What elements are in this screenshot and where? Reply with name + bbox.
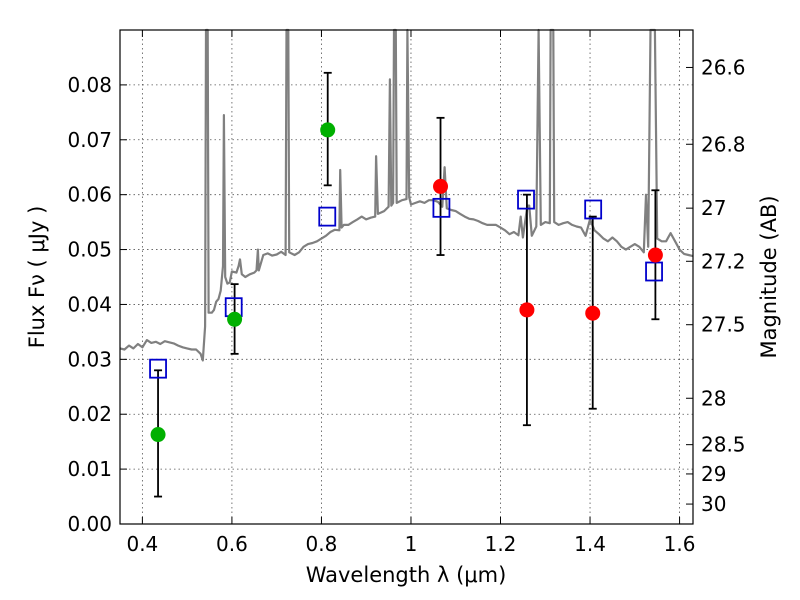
mag-tick-label: 26.8	[701, 132, 746, 156]
observed-point	[519, 302, 535, 318]
model-box	[584, 199, 603, 220]
y-tick-label: 0.05	[67, 238, 112, 262]
model-box	[149, 358, 167, 379]
x-tick-label: 1.2	[485, 532, 517, 556]
y-tick-label: 0.08	[67, 73, 112, 97]
observed-point	[585, 305, 601, 321]
model-photometry-boxes	[149, 189, 663, 379]
x-tick-label: 0.4	[126, 532, 158, 556]
x-tick-label: 1.6	[664, 532, 696, 556]
mag-tick-label: 27.2	[701, 249, 746, 273]
plot-frame	[119, 29, 694, 525]
y-tick-label: 0.02	[67, 402, 112, 426]
model-box	[432, 197, 451, 218]
observed-point	[150, 427, 166, 443]
mag-tick-label: 29	[701, 462, 726, 486]
y-axis-label-right: Magnitude (AB)	[757, 195, 781, 358]
observed-point	[647, 247, 663, 263]
x-tick-label: 0.8	[306, 532, 338, 556]
axis-ticks: 0.4 0.6 0.8 1 1.2 1.4 1.6 0.00 0.01 0.02 0.03 0.04 0…	[67, 30, 746, 556]
x-tick-label: 0.6	[216, 532, 248, 556]
model-box	[318, 206, 337, 227]
x-tick-label: 1.4	[574, 532, 606, 556]
observed-point	[320, 122, 336, 138]
mag-tick-label: 30	[701, 492, 726, 516]
model-box	[517, 189, 535, 210]
y-tick-label: 0.04	[67, 292, 112, 316]
x-axis-label: Wavelength λ (μm)	[306, 563, 507, 587]
mag-tick-label: 27.5	[701, 313, 746, 337]
observed-point	[227, 311, 243, 327]
model-box	[645, 261, 663, 282]
y-tick-label: 0.07	[67, 128, 112, 152]
y-tick-label: 0.00	[67, 512, 112, 536]
observed-photometry-points	[150, 122, 663, 443]
y-tick-label: 0.03	[67, 347, 112, 371]
model-spectrum	[119, 28, 694, 362]
mag-tick-label: 26.6	[701, 55, 746, 79]
mag-tick-label: 27	[701, 196, 726, 220]
error-bars	[154, 71, 660, 498]
y-axis-label-left: Flux Fν ( μJy )	[25, 206, 49, 349]
mag-tick-label: 28	[701, 386, 726, 410]
mag-tick-label: 28.5	[701, 433, 746, 457]
spectrum-line	[119, 28, 694, 362]
observed-point	[433, 178, 449, 194]
y-tick-label: 0.06	[67, 183, 112, 207]
y-tick-label: 0.01	[67, 457, 112, 481]
x-tick-label: 1	[405, 532, 418, 556]
